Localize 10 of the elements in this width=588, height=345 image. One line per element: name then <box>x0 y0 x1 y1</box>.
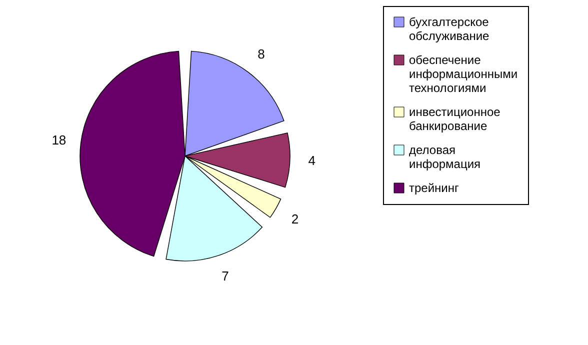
legend-label: бухгалтерское обслуживание <box>409 15 490 43</box>
data-label: 18 <box>52 132 66 148</box>
data-label: 4 <box>308 153 316 168</box>
legend-label: инвестиционное банкирование <box>409 105 501 133</box>
legend-label: деловая информация <box>409 143 481 171</box>
legend-label: обеспечение информационными технологиями <box>409 53 518 95</box>
data-label: 7 <box>222 268 229 284</box>
data-label: 8 <box>258 46 265 62</box>
data-label: 2 <box>291 212 299 226</box>
legend-label: трейнинг <box>409 181 460 195</box>
